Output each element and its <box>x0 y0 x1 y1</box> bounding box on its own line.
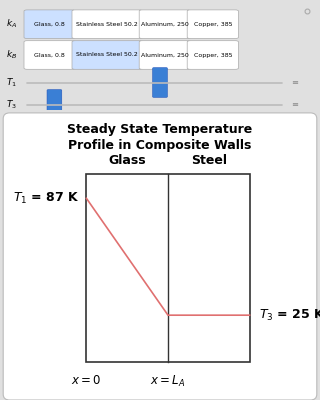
Text: Glass: Glass <box>108 154 146 166</box>
FancyBboxPatch shape <box>187 10 238 38</box>
Text: Stainless Steel 50.2: Stainless Steel 50.2 <box>76 52 138 58</box>
FancyBboxPatch shape <box>3 113 317 400</box>
FancyBboxPatch shape <box>47 90 62 119</box>
Text: $x = 0$: $x = 0$ <box>71 374 101 387</box>
FancyBboxPatch shape <box>187 41 238 69</box>
Text: $x = L_A$: $x = L_A$ <box>150 374 186 389</box>
FancyBboxPatch shape <box>24 10 75 38</box>
FancyBboxPatch shape <box>139 10 190 38</box>
Text: ≡: ≡ <box>291 78 298 87</box>
Text: Aluminum, 250: Aluminum, 250 <box>141 22 189 27</box>
Text: Copper, 385: Copper, 385 <box>194 52 232 58</box>
Text: Aluminum, 250: Aluminum, 250 <box>141 52 189 58</box>
Text: Copper, 385: Copper, 385 <box>194 22 232 27</box>
FancyBboxPatch shape <box>153 68 167 97</box>
Text: $k_A$: $k_A$ <box>6 18 18 30</box>
FancyBboxPatch shape <box>24 41 75 69</box>
FancyBboxPatch shape <box>72 10 142 38</box>
Text: Steel: Steel <box>191 154 227 166</box>
Text: $\mathit{T}_1$ = 87 K: $\mathit{T}_1$ = 87 K <box>13 191 79 206</box>
Text: $T_3$: $T_3$ <box>6 98 17 111</box>
Text: ≡: ≡ <box>291 100 298 109</box>
Text: Stainless Steel 50.2: Stainless Steel 50.2 <box>76 22 138 27</box>
FancyBboxPatch shape <box>72 41 142 69</box>
Text: Glass, 0.8: Glass, 0.8 <box>34 52 65 58</box>
Text: $k_B$: $k_B$ <box>6 49 18 61</box>
FancyBboxPatch shape <box>139 41 190 69</box>
Text: $\mathit{T}_3$ = 25 K: $\mathit{T}_3$ = 25 K <box>259 308 320 323</box>
Text: Steady State Temperature
Profile in Composite Walls: Steady State Temperature Profile in Comp… <box>68 123 252 152</box>
Text: $T_1$: $T_1$ <box>6 76 17 89</box>
Text: Glass, 0.8: Glass, 0.8 <box>34 22 65 27</box>
